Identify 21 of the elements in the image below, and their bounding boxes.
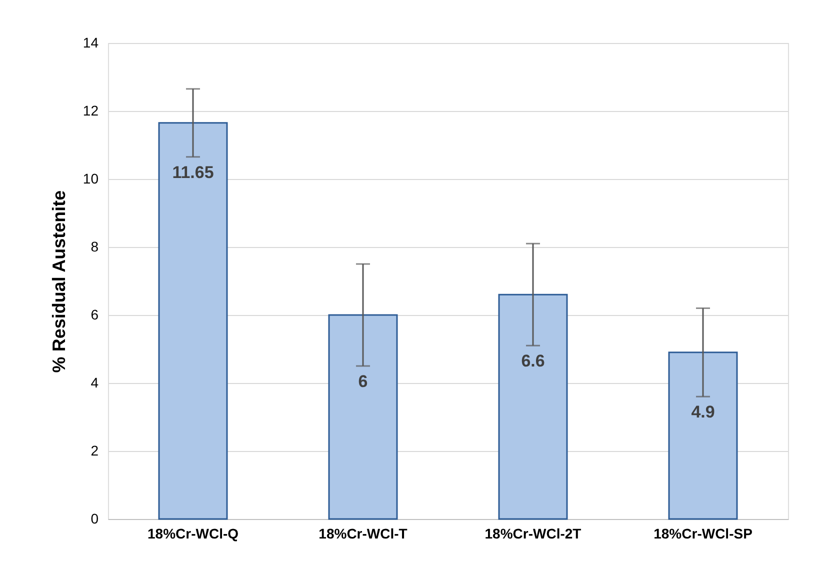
x-tick-label: 18%Cr-WCl-SP: [654, 526, 752, 542]
y-tick-label: 0: [90, 510, 99, 526]
y-tick-label: 4: [90, 374, 99, 390]
y-axis-title: % Residual Austenite: [48, 190, 69, 373]
data-label: 6.6: [521, 352, 545, 371]
y-tick-label: 2: [90, 442, 99, 458]
x-tick-label: 18%Cr-WCl-Q: [147, 526, 239, 542]
data-label: 6: [358, 372, 368, 391]
bar: [158, 122, 228, 520]
y-tick-label: 6: [90, 306, 99, 322]
bar: [668, 352, 738, 520]
y-tick-label: 8: [90, 238, 99, 254]
data-label: 11.65: [172, 162, 214, 182]
y-tick-label: 12: [82, 102, 99, 118]
bar: [498, 294, 568, 520]
data-label: 4.9: [691, 402, 715, 422]
bar: [328, 314, 398, 520]
y-tick-label: 10: [82, 170, 99, 186]
x-tick-label: 18%Cr-WCl-T: [318, 526, 408, 542]
y-tick-label: 14: [82, 34, 99, 50]
x-tick-label: 18%Cr-WCl-2T: [484, 526, 582, 542]
